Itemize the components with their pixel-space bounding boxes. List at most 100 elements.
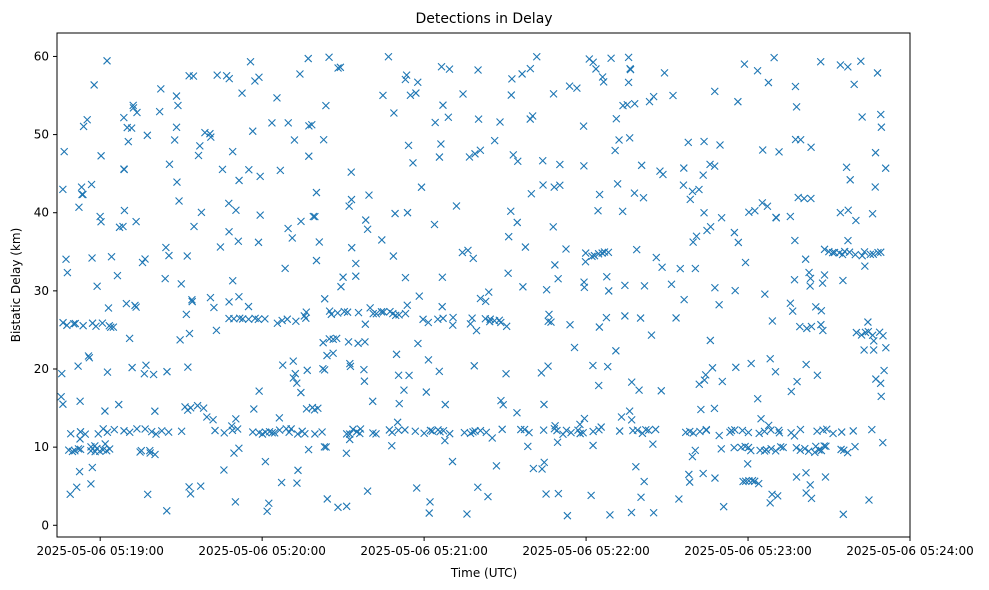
detection-point (476, 146, 485, 155)
detection-point (291, 317, 300, 326)
detection-point (496, 318, 505, 327)
detection-point (469, 254, 478, 263)
detection-point (69, 319, 78, 328)
detection-point (537, 369, 546, 377)
detection-point (419, 315, 427, 324)
detection-point (544, 362, 552, 371)
detection-point (525, 428, 533, 437)
detection-point (796, 446, 805, 455)
detection-point (58, 185, 67, 194)
detection-point (275, 413, 284, 422)
detection-point (574, 426, 582, 435)
detection-point (570, 343, 579, 352)
detection-point (553, 438, 562, 447)
detection-point (572, 84, 581, 92)
detection-point (555, 160, 564, 169)
detection-point (384, 52, 393, 61)
detection-point (220, 466, 228, 474)
detection-point (631, 462, 640, 471)
detection-point (60, 147, 69, 156)
detection-point (868, 331, 877, 340)
detection-point (773, 491, 782, 500)
detection-point (849, 427, 858, 435)
detection-point (861, 328, 870, 337)
detection-point (404, 141, 413, 150)
detection-point (717, 213, 726, 222)
detection-point (287, 425, 296, 433)
detection-point (806, 274, 815, 283)
detection-point (391, 209, 399, 218)
detection-point (581, 249, 590, 257)
detection-point (580, 414, 589, 423)
detection-point (225, 227, 233, 236)
detection-point (706, 222, 715, 231)
markers-layer (57, 52, 890, 520)
detection-point (320, 294, 329, 303)
detection-point (748, 476, 757, 485)
detection-point (706, 336, 715, 345)
detection-point (141, 425, 150, 433)
detection-point (845, 248, 854, 257)
detection-point (508, 74, 516, 83)
detection-point (868, 209, 877, 218)
detection-point (388, 428, 396, 437)
detection-point (401, 75, 410, 84)
detection-point (771, 367, 780, 376)
detection-point (439, 101, 447, 110)
detection-point (261, 314, 269, 323)
detection-point (473, 483, 482, 492)
detection-point (296, 70, 304, 78)
detection-point (787, 428, 795, 437)
detection-point (625, 134, 634, 142)
detection-point (193, 401, 202, 410)
detection-point (567, 428, 575, 437)
detection-point (718, 377, 727, 386)
detection-point (59, 318, 67, 327)
detection-point (504, 232, 513, 241)
detection-point (652, 253, 661, 262)
detection-point (351, 259, 360, 268)
detection-point (361, 337, 369, 346)
detection-point (90, 81, 99, 89)
detection-point (254, 315, 263, 324)
detection-point (107, 252, 116, 261)
detection-point (876, 110, 885, 119)
detection-point (84, 352, 93, 360)
detection-point (185, 71, 194, 80)
detection-point (762, 445, 771, 454)
detection-point (261, 457, 270, 466)
detection-point (550, 261, 559, 269)
detection-point (770, 53, 779, 62)
detection-point (647, 331, 656, 340)
detection-point (412, 89, 420, 97)
detection-point (265, 427, 274, 436)
detection-point (490, 136, 499, 145)
detection-point (292, 379, 301, 387)
detection-point (150, 407, 159, 416)
detection-point (426, 498, 434, 506)
detection-point (465, 153, 474, 161)
detection-point (413, 78, 422, 87)
detection-point (297, 217, 305, 226)
detection-point (424, 355, 433, 364)
detection-point (445, 65, 454, 74)
detection-point (828, 248, 837, 257)
detection-point (871, 148, 880, 157)
detection-point (481, 297, 490, 306)
detection-point (648, 440, 657, 449)
detection-point (303, 366, 312, 375)
detection-point (598, 73, 607, 81)
detection-point (147, 427, 156, 436)
detection-point (284, 119, 293, 127)
detection-point (88, 463, 97, 472)
detection-point (103, 368, 112, 376)
detection-point (161, 274, 170, 283)
detection-point (587, 491, 596, 500)
detection-point (151, 450, 159, 459)
detection-point (645, 97, 654, 106)
detection-point (763, 202, 772, 211)
detection-point (435, 367, 444, 376)
detection-point (445, 429, 454, 438)
detection-point (513, 408, 521, 417)
detection-point (228, 426, 237, 435)
